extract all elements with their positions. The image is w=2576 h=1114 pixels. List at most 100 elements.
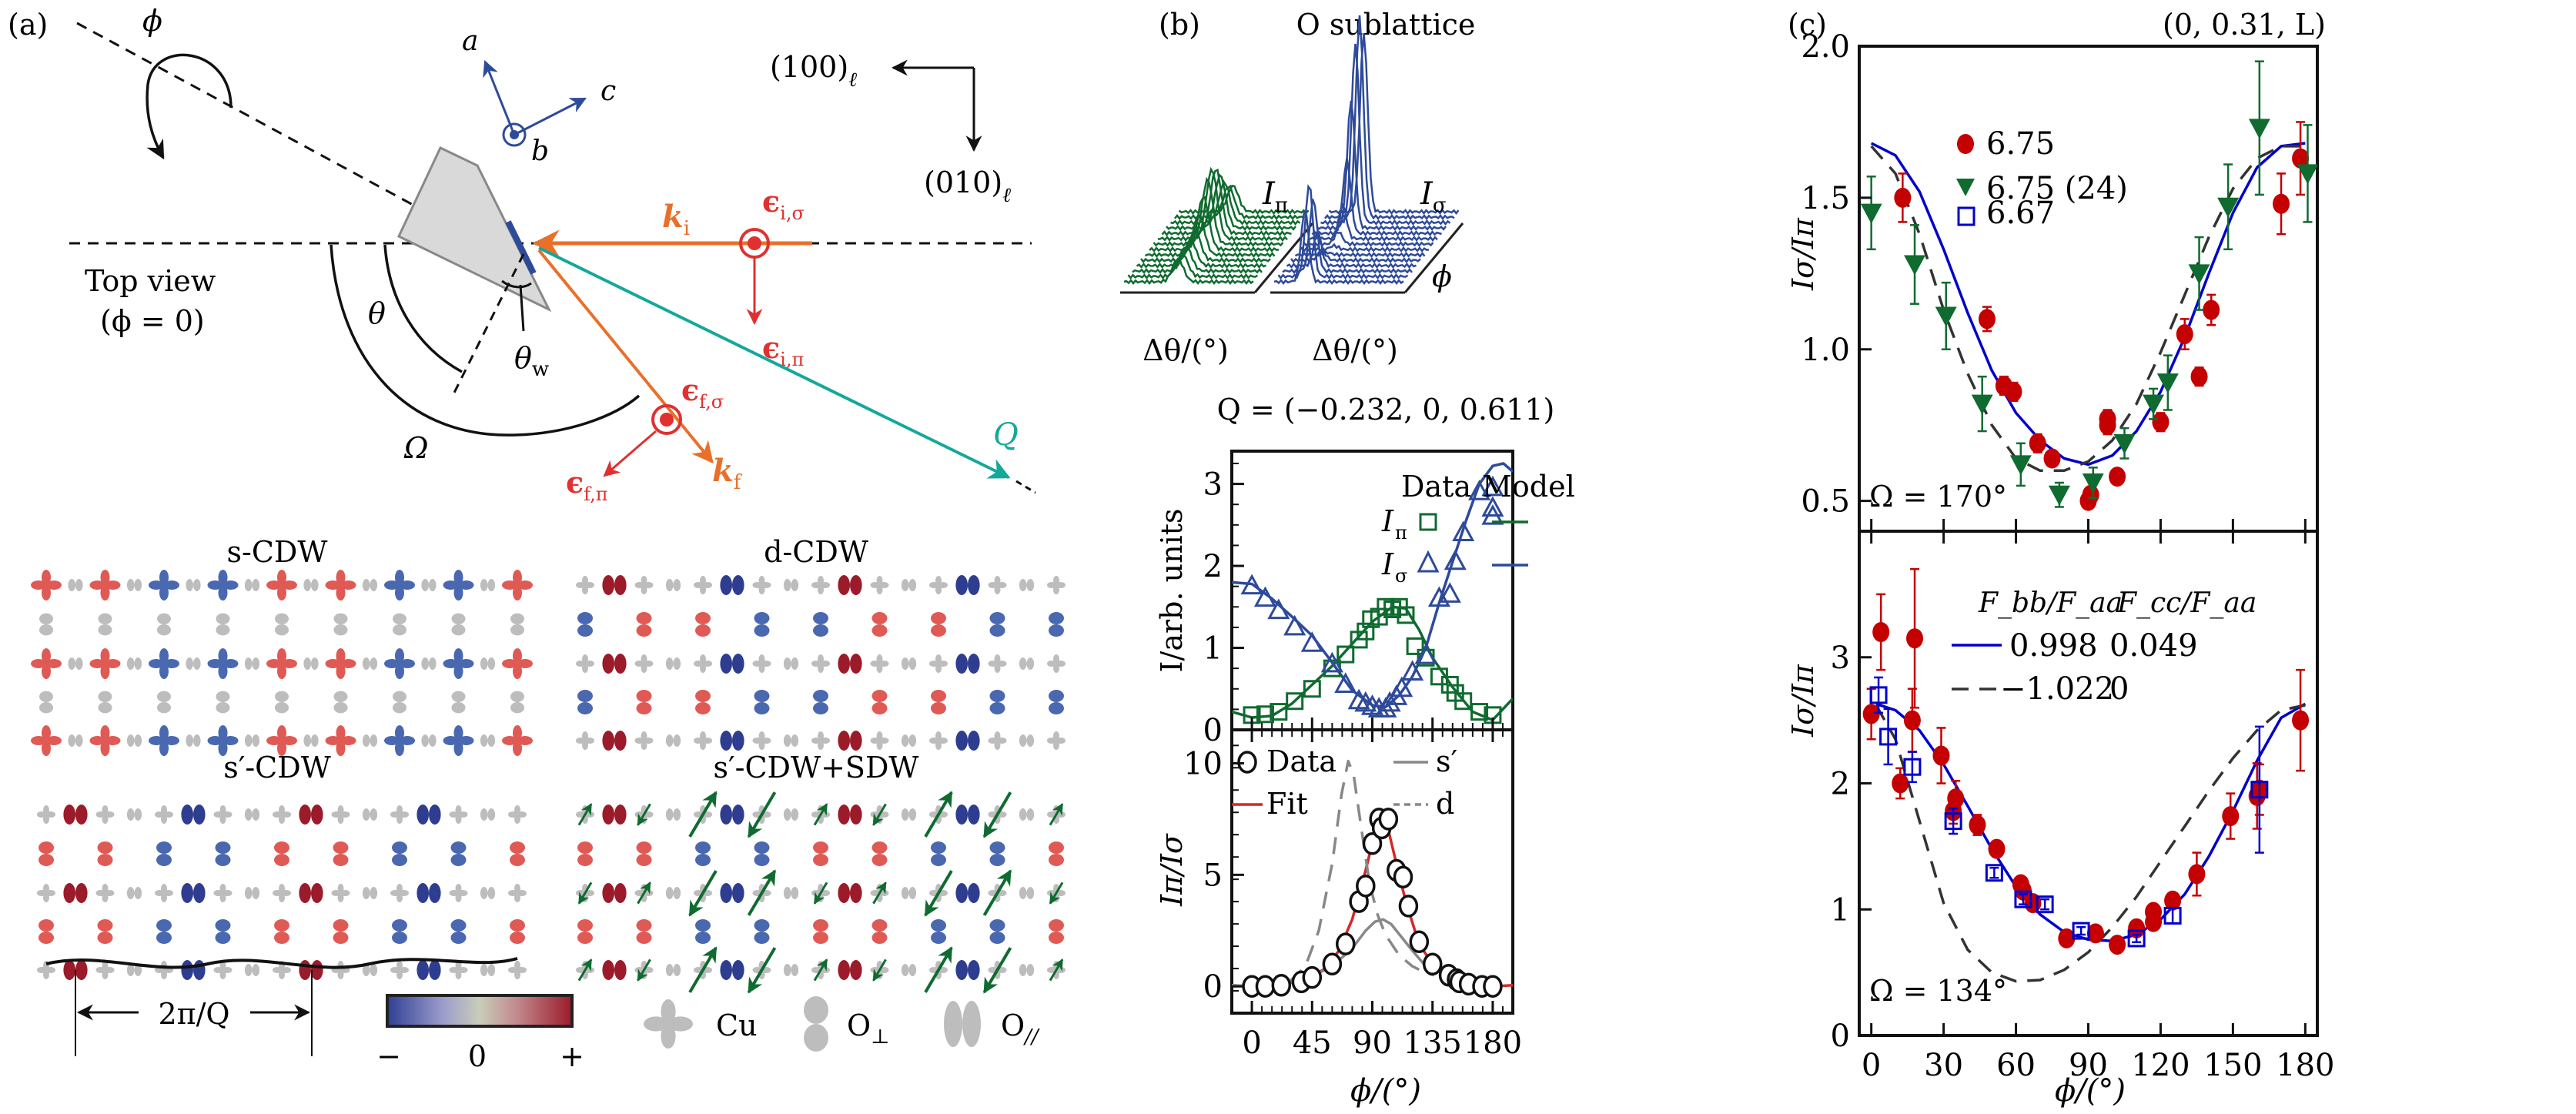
data-point bbox=[1406, 637, 1424, 655]
o-perp-orbital bbox=[754, 841, 770, 866]
cu-orbital bbox=[449, 805, 468, 824]
lab-x-label: (100) bbox=[770, 50, 848, 84]
data-point bbox=[1270, 703, 1288, 721]
svg-text:ϵi,π: ϵi,π bbox=[762, 330, 804, 370]
data-point bbox=[2009, 455, 2032, 476]
o-par-orbital bbox=[955, 731, 980, 751]
waterfall-trace bbox=[1324, 15, 1455, 221]
y-tick-label: 0 bbox=[1203, 969, 1223, 1005]
waterfall-trace bbox=[1299, 243, 1430, 253]
y-tick-label: 1 bbox=[1831, 892, 1850, 928]
svg-text:O⊥: O⊥ bbox=[847, 1009, 890, 1049]
waterfall-trace bbox=[1311, 158, 1442, 237]
o-perp-orbital bbox=[577, 841, 593, 866]
data-point bbox=[2109, 467, 2126, 487]
o-perp-orbital bbox=[931, 841, 946, 866]
data-point bbox=[2176, 324, 2193, 345]
omega-arc bbox=[330, 244, 641, 437]
x-axis-label: ϕ/(°) bbox=[1350, 1073, 1421, 1109]
legend-label-675: 6.75 bbox=[1986, 126, 2055, 162]
lab-y-label: (010) bbox=[924, 166, 1002, 199]
data-point bbox=[1470, 703, 1489, 721]
data-point bbox=[1267, 598, 1290, 620]
cu-orbital bbox=[31, 725, 62, 756]
spin-arrow bbox=[747, 869, 777, 916]
data-point bbox=[1283, 614, 1306, 636]
waterfall-xlabel-right: Δθ/(°) bbox=[1312, 333, 1398, 367]
waterfall-phi-axis: ϕ bbox=[1432, 259, 1452, 293]
data-point bbox=[1481, 504, 1504, 525]
legend-header-data: Data bbox=[1401, 470, 1471, 503]
cu-orbital bbox=[89, 570, 121, 600]
spin-arrow bbox=[982, 947, 1012, 994]
waterfall-trace bbox=[1303, 230, 1434, 247]
spin-arrow bbox=[637, 881, 651, 905]
data-point bbox=[1481, 475, 1504, 497]
o-perp-orbital bbox=[156, 919, 172, 944]
o-perp-orbital bbox=[98, 613, 112, 636]
legend-value: 0 bbox=[2109, 671, 2129, 707]
lattice-d-cdw bbox=[576, 575, 1066, 751]
legend-marker-675 bbox=[1957, 134, 1974, 154]
spin-arrow bbox=[813, 881, 828, 905]
chart-c-top: 0.5 1.0 1.5 2.0 Iσ/Iπ Ω = 170° 6.75 6.75 (24)6.… bbox=[1786, 29, 2319, 533]
o-perp-orbital bbox=[157, 691, 171, 714]
o-perp-orbital bbox=[1049, 690, 1064, 714]
cu-orbital bbox=[31, 570, 62, 600]
o-par-orbital bbox=[955, 883, 980, 903]
cu-orbital bbox=[929, 731, 948, 750]
x-tick-label: 30 bbox=[1924, 1048, 1963, 1083]
cu-orbital bbox=[811, 576, 830, 594]
o-par-orbital bbox=[480, 887, 496, 899]
o-par-orbital bbox=[181, 883, 206, 903]
waterfall-trace bbox=[1166, 173, 1296, 232]
cu-orbital bbox=[37, 884, 55, 902]
o-perp-orbital bbox=[333, 841, 349, 866]
waterfall-plots bbox=[1120, 15, 1464, 294]
svg-text:ϵf,σ: ϵf,σ bbox=[681, 373, 724, 413]
spin-arrow bbox=[872, 881, 887, 905]
cu-orbital bbox=[390, 884, 409, 902]
o-perp-orbital bbox=[931, 612, 946, 637]
chart-b-bottom: 0 5 10 0 45 90 135 180 ϕ/(°) Iπ/Iσ Data Fit s′ d bbox=[1155, 728, 1522, 1109]
cu-orbital bbox=[207, 648, 239, 679]
y-axis-label: Iσ/Iπ bbox=[1786, 217, 1820, 291]
y-tick-label: 0 bbox=[1203, 713, 1223, 748]
data-point bbox=[1322, 952, 1343, 976]
cu-orbital bbox=[576, 576, 594, 594]
cu-orbital bbox=[634, 731, 654, 750]
cu-orbital bbox=[213, 884, 233, 902]
data-point bbox=[2043, 448, 2061, 469]
waterfall-trace bbox=[1320, 43, 1451, 226]
cu-orbital bbox=[273, 884, 291, 902]
data-point bbox=[2099, 415, 2116, 436]
y-axis-label: Iπ/Iσ bbox=[1155, 833, 1189, 907]
legend-value: 0.998 bbox=[2009, 628, 2098, 664]
cu-orbital bbox=[331, 961, 350, 979]
waterfall-trace bbox=[1282, 199, 1413, 274]
panel-c-title: (0, 0.31, L) bbox=[2163, 8, 2326, 42]
cu-orbital bbox=[929, 654, 948, 673]
y-axis-label: I/arb. units bbox=[1155, 509, 1189, 673]
o-perp-orbital bbox=[274, 841, 289, 866]
o-perp-orbital bbox=[931, 690, 946, 714]
o-par-orbital bbox=[362, 579, 378, 591]
o-par-orbital bbox=[68, 657, 83, 670]
theta-label: θ bbox=[368, 296, 386, 330]
spin-arrow bbox=[982, 869, 1012, 916]
lattice-sp-cdw bbox=[37, 805, 527, 980]
data-point bbox=[2203, 299, 2220, 320]
data-point bbox=[2190, 366, 2208, 387]
modulation-wave bbox=[45, 957, 518, 969]
colorbar-minus: − bbox=[376, 1039, 401, 1073]
x-tick-label: 135 bbox=[1403, 1025, 1462, 1061]
x-tick-label: 60 bbox=[1996, 1048, 2036, 1083]
o-perp-orbital bbox=[989, 841, 1005, 866]
cu-orbital bbox=[37, 805, 55, 824]
cu-orbital bbox=[988, 731, 1007, 750]
o-par-orbital bbox=[720, 805, 744, 825]
data-point bbox=[2127, 929, 2146, 948]
o-par-orbital bbox=[303, 579, 319, 591]
spin-arrow bbox=[872, 958, 887, 982]
axis-c-label: c bbox=[601, 75, 616, 107]
